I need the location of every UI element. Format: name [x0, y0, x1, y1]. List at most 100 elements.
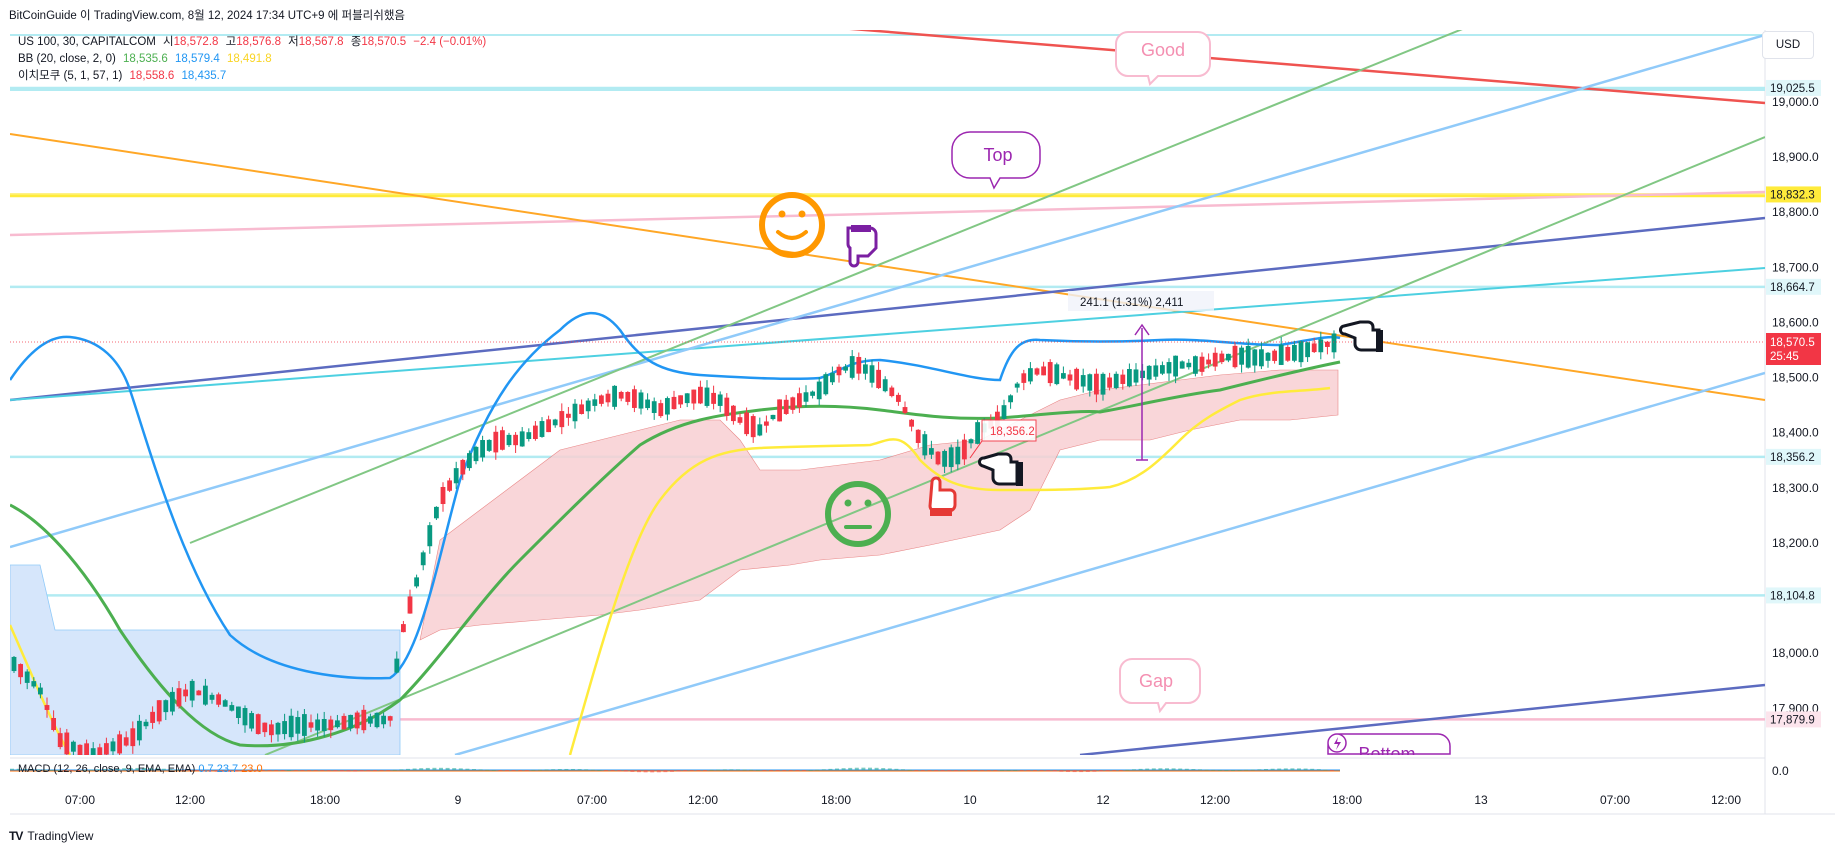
macd-histogram-bar	[564, 768, 569, 770]
candle-body	[104, 743, 109, 755]
macd-histogram-bar	[1079, 770, 1084, 773]
candle-body	[1173, 355, 1178, 377]
candle-body	[1107, 377, 1112, 388]
hand-pointing-left-icon-2	[1339, 320, 1383, 352]
candle-body	[823, 374, 829, 395]
candle-body	[566, 413, 571, 418]
measure-tool[interactable]: 241.1 (1.31%) 2,411	[1068, 291, 1214, 461]
macd-histogram-bar	[1019, 770, 1024, 771]
macd-histogram-bar	[716, 769, 721, 771]
macd-histogram-bar	[29, 769, 34, 770]
macd-histogram-bar	[531, 769, 536, 771]
x-tick-label: 12	[1096, 793, 1110, 807]
macd-histogram-bar	[208, 770, 212, 772]
candle-body	[915, 429, 921, 443]
candle-body	[1272, 350, 1277, 361]
x-tick-label: 12:00	[1200, 793, 1230, 807]
macd-histogram-bar	[934, 770, 938, 772]
macd-histogram-bar	[696, 770, 701, 771]
candle-body	[1199, 356, 1205, 372]
macd-histogram-bar	[1125, 769, 1130, 771]
candle-body	[559, 411, 565, 428]
currency-button[interactable]: USD	[1762, 31, 1814, 59]
candle-body	[658, 403, 664, 417]
candle-body	[1014, 383, 1020, 388]
macd-histogram-bar	[412, 768, 417, 770]
macd-histogram-bar	[128, 768, 133, 770]
candle-body	[315, 719, 320, 731]
level-tag	[1766, 711, 1821, 728]
svg-text:Gap: Gap	[1139, 671, 1173, 691]
candle-body	[203, 685, 208, 705]
macd-histogram-bar	[848, 767, 853, 770]
macd-histogram-bar	[993, 770, 998, 771]
candle-body	[321, 719, 327, 731]
macd-histogram-bar	[610, 770, 615, 771]
candle-body	[810, 391, 815, 396]
bubble-good[interactable]: Good	[1115, 31, 1211, 86]
candle-body	[1100, 373, 1106, 395]
macd-pane	[10, 767, 1340, 773]
macd-histogram-bar	[102, 769, 107, 770]
macd-histogram-bar	[1244, 769, 1249, 771]
bubble-gap[interactable]: Gap	[1119, 658, 1201, 714]
macd-histogram-bar	[194, 770, 199, 771]
candle-body	[130, 728, 136, 747]
macd-histogram-bar	[234, 770, 239, 772]
ichimoku-legend-row: 이치모쿠 (5, 1, 57, 1) 18,558.6 18,435.7	[18, 70, 227, 82]
candle-body	[288, 715, 294, 738]
horizontal-levels	[10, 34, 1765, 721]
level-tag	[1766, 448, 1821, 465]
macd-histogram-bar	[590, 769, 595, 771]
macd-histogram-bar	[326, 770, 331, 772]
macd-histogram-bar	[808, 769, 813, 771]
candle-body	[671, 396, 677, 410]
candle-body	[948, 447, 954, 468]
macd-histogram-bar	[861, 767, 866, 770]
candle-body	[1054, 364, 1060, 385]
bubble-top[interactable]: Top	[951, 131, 1041, 190]
candle-body	[51, 718, 56, 730]
macd-histogram-bar	[960, 770, 965, 772]
candle-body	[896, 394, 901, 402]
macd-histogram-bar	[729, 769, 734, 771]
candle-body	[453, 468, 459, 484]
hand-pointing-left-icon-1	[978, 452, 1023, 486]
macd-histogram-bar	[1059, 770, 1064, 772]
trendline	[10, 33, 1765, 549]
macd-histogram-bar	[89, 769, 94, 771]
trendline	[10, 216, 1765, 402]
candle-body	[493, 431, 499, 453]
macd-histogram-bar	[1316, 769, 1321, 770]
candle-body	[341, 715, 347, 730]
x-tick-label: 07:00	[1600, 793, 1630, 807]
macd-histogram-bar	[795, 770, 800, 771]
trendline	[10, 267, 1765, 401]
x-tick-label: 10	[963, 793, 977, 807]
bubble-bottom[interactable]: Bottom	[1327, 733, 1451, 764]
smiley-happy-icon	[759, 192, 825, 258]
candle-body	[645, 399, 650, 409]
candle-body	[440, 486, 446, 505]
macd-histogram-bar	[274, 770, 278, 771]
candle-body	[18, 664, 23, 678]
indicator-legend: US 100, 30, CAPITALCOM 시18,572.8 고18,576…	[18, 34, 490, 85]
macd-histogram-bar	[260, 770, 265, 771]
candle-body	[1298, 341, 1304, 363]
macd-histogram-bar	[1165, 768, 1169, 770]
macd-histogram-bar	[676, 770, 681, 772]
macd-histogram-bar	[1310, 768, 1315, 770]
level-tag-label: 18,356.2	[1770, 452, 1815, 464]
ichimoku-cloud-blue	[10, 564, 401, 755]
candle-body	[486, 439, 492, 451]
macd-histogram-bar	[392, 769, 397, 771]
level-tag-label: 18,832.3	[1770, 189, 1815, 201]
macd-histogram-bar	[821, 769, 826, 771]
candle-body	[889, 387, 895, 397]
macd-histogram-bar	[1217, 769, 1222, 771]
macd-histogram-bar	[1132, 769, 1136, 771]
macd-histogram-bar	[940, 770, 945, 772]
candle-body	[1160, 365, 1165, 374]
macd-histogram-bar	[973, 770, 978, 771]
